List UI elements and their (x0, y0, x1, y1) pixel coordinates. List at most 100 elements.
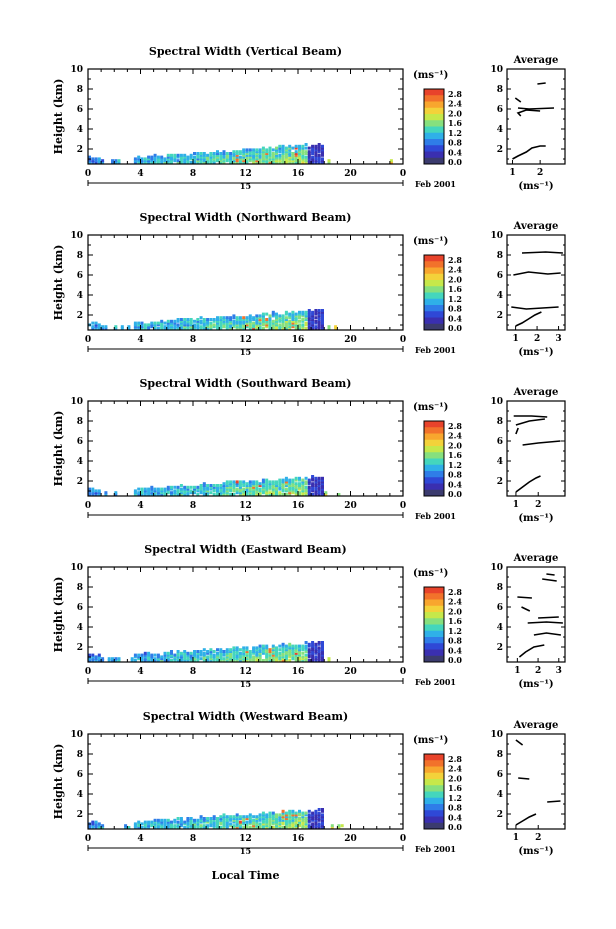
heatmap-cell (307, 651, 311, 655)
heatmap-cell (133, 655, 137, 659)
heatmap-cell (284, 489, 288, 493)
heatmap-cell (307, 818, 311, 822)
heatmap-cell (307, 650, 311, 653)
heatmap-cell (199, 818, 203, 822)
colorbar-tick-label: 0.0 (448, 655, 462, 665)
heatmap-cell (245, 150, 249, 154)
heatmap-cell (288, 480, 292, 484)
heatmap-cell (238, 651, 242, 655)
heatmap-cell (252, 484, 256, 487)
heatmap-cells (88, 475, 341, 496)
heatmap-cell (202, 484, 206, 487)
heatmap-cell (91, 491, 95, 495)
heatmap-cell (216, 817, 219, 820)
heatmap-cell (258, 813, 262, 817)
heatmap-cell (179, 653, 183, 657)
heatmap-cell (275, 480, 278, 484)
heatmap-cell (271, 817, 275, 820)
heatmap-cell (317, 318, 321, 321)
heatmap-cell (160, 824, 164, 828)
plot-frame (87, 400, 404, 497)
heatmap-cell (304, 157, 308, 161)
heatmap-cell (163, 826, 167, 829)
heatmap-cell (232, 817, 236, 820)
heatmap-cell (156, 487, 160, 491)
heatmap-cell (242, 157, 246, 161)
heatmap-cell (261, 644, 265, 648)
heatmap-cell (255, 487, 259, 491)
heatmap-cell (186, 161, 190, 164)
heatmap-cell (202, 152, 206, 155)
heatmap-cell (265, 813, 269, 817)
heatmap-cell (225, 325, 229, 329)
heatmap-cell (284, 482, 288, 486)
heatmap-cell (294, 482, 298, 486)
heatmap-cell (193, 161, 196, 164)
heatmap-cell (258, 648, 262, 652)
heatmap-cell (179, 319, 183, 323)
heatmap-cell (317, 489, 321, 493)
heatmap-cell (265, 318, 269, 321)
heatmap-cell (248, 655, 252, 659)
heatmap-cell (304, 480, 308, 484)
heatmap-cell (314, 161, 318, 164)
heatmap-cell (219, 318, 223, 321)
heatmap-cell (265, 155, 269, 159)
heatmap-cell (209, 157, 213, 161)
heatmap-cell (229, 651, 233, 655)
heatmap-cell (202, 648, 206, 652)
heatmap-cell (114, 325, 118, 329)
heatmap-cell (173, 820, 177, 824)
heatmap-cell (193, 820, 196, 824)
heatmap-cell (284, 655, 288, 659)
heatmap-cell (334, 325, 338, 329)
heatmap-cell (281, 826, 285, 829)
heatmap-cell (219, 321, 223, 325)
heatmap-cell (235, 321, 239, 325)
heatmap-cell (242, 489, 246, 493)
colorbar-swatch (424, 593, 444, 600)
heatmap-cell (311, 659, 315, 662)
heatmap-cell (317, 143, 321, 146)
heatmap-cell (255, 491, 259, 495)
heatmap-cell (281, 150, 285, 154)
heatmap-cell (291, 157, 295, 161)
heatmap-cell (298, 325, 301, 329)
heatmap-cell (238, 491, 242, 495)
heatmap-cell (301, 325, 305, 329)
heatmap-cell (160, 820, 164, 824)
heatmap-cell (196, 153, 200, 157)
heatmap-cell (278, 826, 282, 829)
heatmap-cell (291, 323, 295, 327)
heatmap-cell (101, 659, 105, 662)
heatmap-cell (245, 493, 249, 496)
heatmap-cell (91, 820, 95, 824)
heatmap-cell (301, 648, 305, 652)
heatmap-cell (301, 657, 305, 661)
heatmap-cell (193, 653, 196, 657)
heatmap-cell (199, 316, 203, 320)
heatmap-cell (281, 811, 285, 815)
heatmap-cell (291, 482, 295, 486)
heatmap-cell (268, 480, 272, 484)
heatmap-cell (94, 822, 98, 826)
heatmap-cell (314, 327, 318, 330)
heatmap-cell (291, 648, 295, 652)
heatmap-cell (117, 657, 121, 661)
heatmap-cell (307, 323, 311, 327)
heatmap-cell (304, 811, 308, 815)
heatmap-cell (298, 644, 301, 648)
y-tick-label: 8 (77, 417, 83, 427)
colorbar-tick-label: 0.0 (448, 822, 462, 832)
heatmap-cell (97, 493, 101, 496)
heatmap-cell (321, 655, 324, 659)
heatmap-cell (163, 820, 167, 824)
heatmap-cell (179, 153, 183, 157)
heatmap-cell (225, 316, 229, 320)
heatmap-cell (140, 491, 144, 495)
heatmap-cell (216, 152, 219, 155)
heatmap-cell (314, 642, 318, 646)
heatmap-cell (245, 155, 249, 159)
heatmap-cell (258, 314, 262, 318)
heatmap-cell (153, 323, 157, 327)
